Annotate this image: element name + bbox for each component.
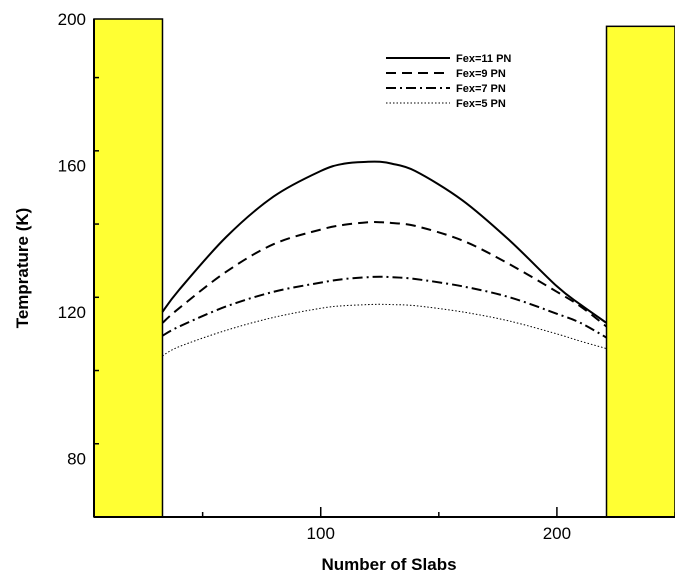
legend-label-3: Fex=7 PN	[456, 83, 506, 95]
x-axis-title: Number of Slabs	[321, 555, 456, 574]
series-line-3	[161, 275, 608, 339]
series-lines	[161, 160, 608, 357]
legend-label-4: Fex=5 PN	[456, 98, 506, 110]
y-tick-label-120: 120	[58, 303, 86, 322]
y-tick-label-200: 200	[58, 10, 86, 29]
axes	[93, 19, 675, 518]
series-line-2	[161, 220, 608, 328]
shaded-regions	[93, 18, 675, 518]
x-tick-label-200: 200	[543, 524, 571, 543]
tick-labels: 80 120 160 200 100 200	[58, 10, 571, 543]
shaded-region-1	[93, 18, 164, 518]
y-tick-label-80: 80	[67, 449, 86, 468]
series-line-4	[162, 303, 607, 357]
legend: Fex=11 PN Fex=9 PN Fex=7 PN Fex=5 PN	[386, 53, 511, 110]
shaded-region-2	[605, 25, 675, 518]
x-tick-label-100: 100	[307, 524, 335, 543]
series-line-1	[161, 160, 608, 324]
y-axis-title: Temprature (K)	[13, 208, 32, 329]
tick-marks	[94, 76, 675, 518]
legend-label-2: Fex=9 PN	[456, 68, 506, 80]
y-tick-label-160: 160	[58, 156, 86, 175]
legend-label-1: Fex=11 PN	[456, 53, 511, 65]
